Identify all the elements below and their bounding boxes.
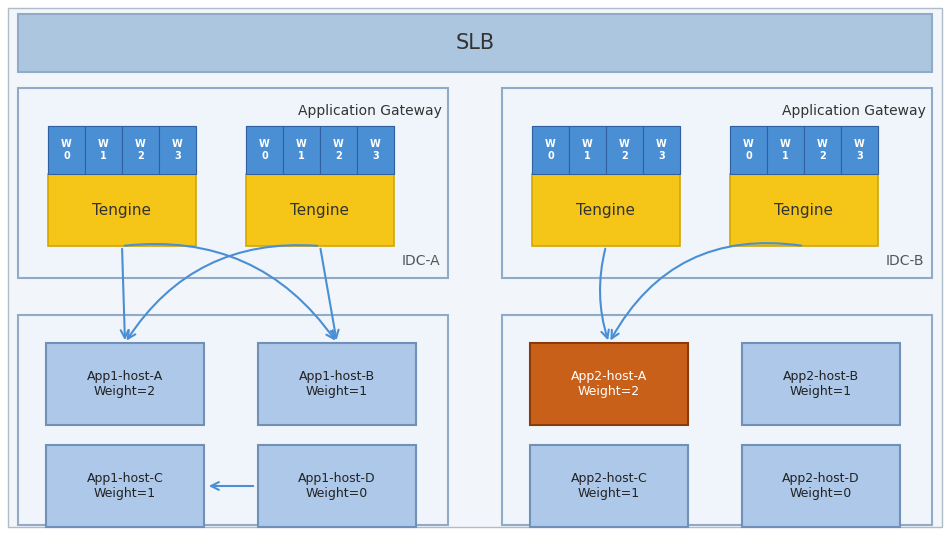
Text: App1-host-B
Weight=1: App1-host-B Weight=1: [299, 370, 375, 398]
Bar: [532, 174, 680, 246]
Bar: [48, 126, 85, 174]
Bar: [530, 343, 688, 425]
Bar: [258, 445, 416, 527]
Text: W
1: W 1: [98, 139, 109, 161]
Bar: [48, 174, 196, 246]
Bar: [246, 126, 283, 174]
Bar: [532, 126, 680, 174]
Bar: [767, 126, 804, 174]
Bar: [804, 126, 841, 174]
Text: Tengine: Tengine: [92, 203, 151, 218]
Bar: [246, 126, 394, 174]
Bar: [46, 445, 204, 527]
Bar: [246, 174, 394, 246]
Text: App2-host-B
Weight=1: App2-host-B Weight=1: [783, 370, 859, 398]
Bar: [530, 445, 688, 527]
Bar: [569, 126, 606, 174]
Bar: [46, 343, 204, 425]
Text: W
3: W 3: [172, 139, 182, 161]
Bar: [18, 88, 448, 278]
Bar: [159, 126, 196, 174]
Text: W
3: W 3: [854, 139, 865, 161]
Text: Tengine: Tengine: [577, 203, 636, 218]
Text: W
3: W 3: [370, 139, 381, 161]
Bar: [320, 126, 357, 174]
Bar: [85, 126, 122, 174]
Text: Application Gateway: Application Gateway: [782, 104, 926, 118]
Text: IDC-B: IDC-B: [885, 254, 924, 268]
Bar: [122, 126, 159, 174]
Bar: [730, 174, 878, 246]
Bar: [258, 343, 416, 425]
Text: App1-host-A
Weight=2: App1-host-A Weight=2: [86, 370, 163, 398]
Text: W
1: W 1: [780, 139, 790, 161]
Bar: [283, 126, 320, 174]
Bar: [357, 126, 394, 174]
Text: W
2: W 2: [619, 139, 630, 161]
Text: W
0: W 0: [61, 139, 72, 161]
Text: W
1: W 1: [296, 139, 307, 161]
Bar: [502, 315, 932, 525]
Text: W
3: W 3: [656, 139, 667, 161]
Text: App2-host-A
Weight=2: App2-host-A Weight=2: [571, 370, 647, 398]
Text: App1-host-C
Weight=1: App1-host-C Weight=1: [86, 472, 163, 500]
Text: App1-host-D
Weight=0: App1-host-D Weight=0: [298, 472, 376, 500]
Text: W
1: W 1: [582, 139, 593, 161]
Text: W
0: W 0: [545, 139, 556, 161]
Text: W
2: W 2: [817, 139, 827, 161]
Text: Tengine: Tengine: [774, 203, 833, 218]
Bar: [532, 126, 569, 174]
Bar: [841, 126, 878, 174]
Text: Application Gateway: Application Gateway: [298, 104, 442, 118]
Bar: [742, 343, 900, 425]
Text: W
2: W 2: [333, 139, 344, 161]
Bar: [730, 126, 767, 174]
Bar: [18, 14, 932, 72]
Bar: [742, 445, 900, 527]
Text: W
2: W 2: [135, 139, 146, 161]
Text: W
0: W 0: [743, 139, 754, 161]
Text: SLB: SLB: [455, 33, 495, 53]
Text: IDC-A: IDC-A: [401, 254, 440, 268]
Bar: [48, 126, 196, 174]
Bar: [730, 126, 878, 174]
Bar: [606, 126, 643, 174]
Bar: [18, 315, 448, 525]
Text: App2-host-C
Weight=1: App2-host-C Weight=1: [571, 472, 647, 500]
Text: W
0: W 0: [259, 139, 270, 161]
Text: Tengine: Tengine: [291, 203, 350, 218]
Bar: [643, 126, 680, 174]
Text: App2-host-D
Weight=0: App2-host-D Weight=0: [782, 472, 860, 500]
Bar: [502, 88, 932, 278]
